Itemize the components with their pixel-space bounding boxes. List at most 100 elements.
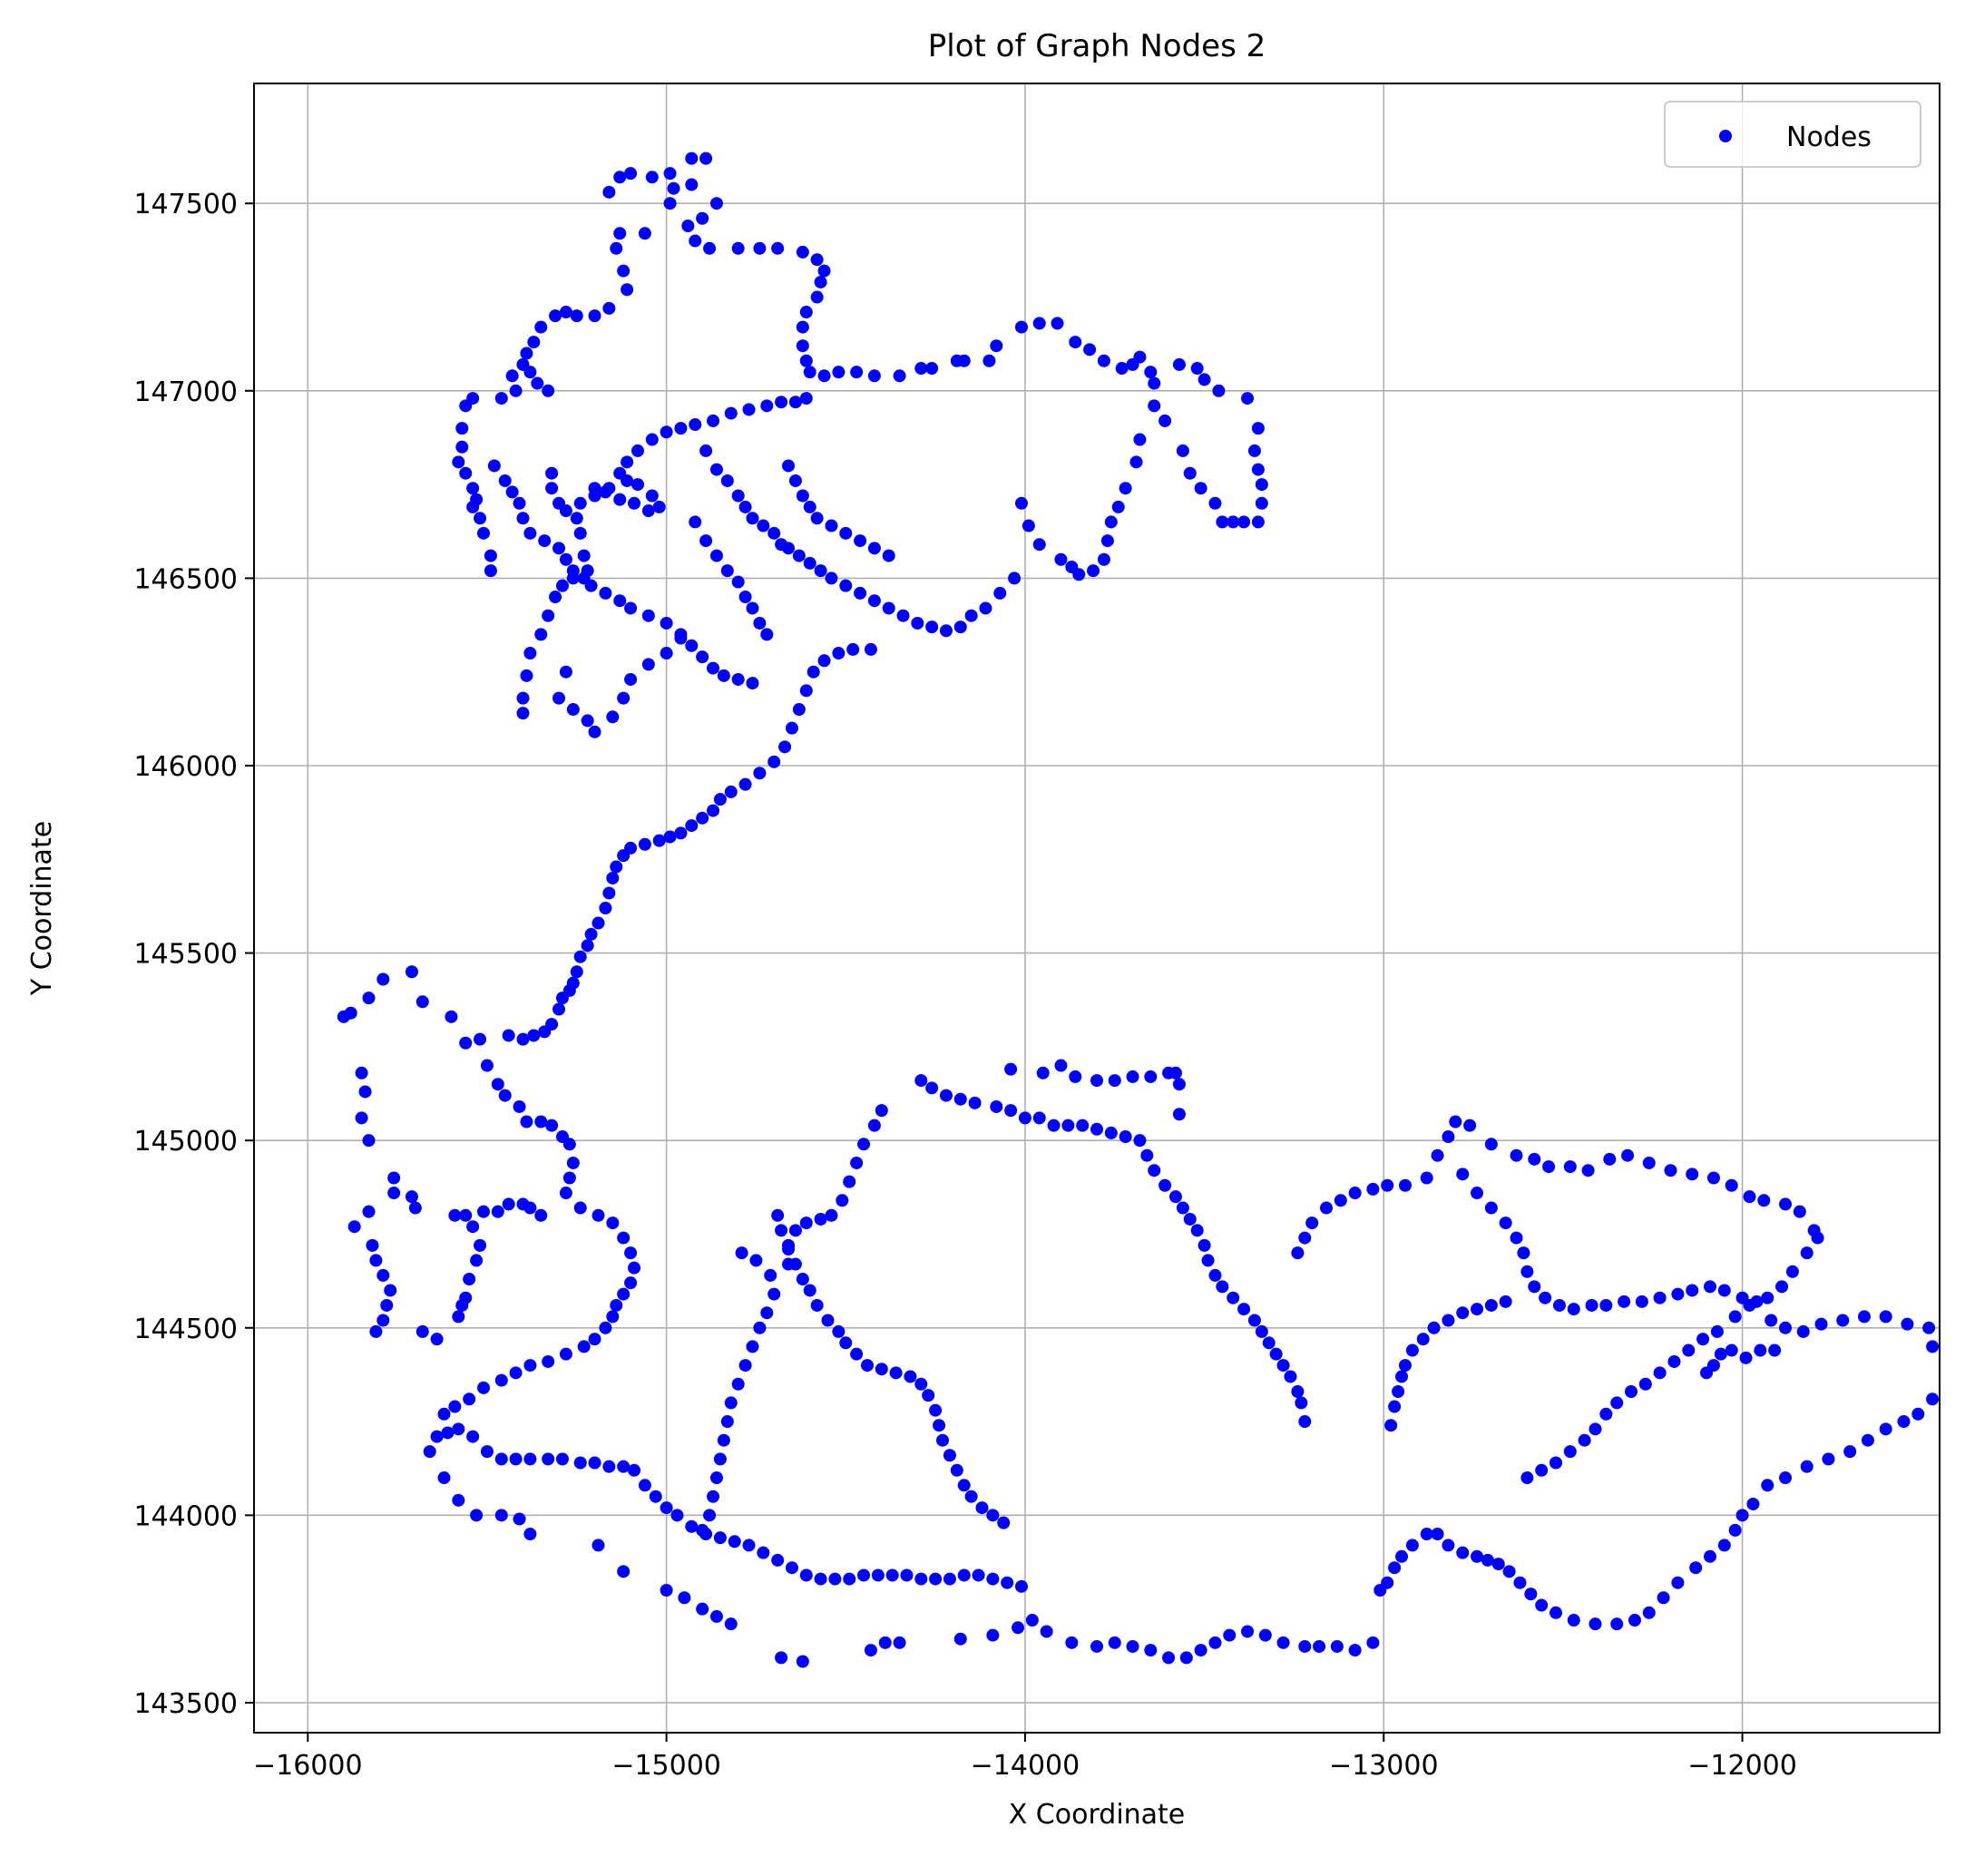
- data-point: [466, 1220, 480, 1234]
- data-point: [678, 1591, 691, 1605]
- data-point: [839, 1336, 853, 1350]
- data-point: [699, 534, 713, 548]
- data-point: [645, 489, 659, 503]
- data-point: [470, 1254, 484, 1267]
- data-point: [882, 549, 895, 562]
- data-point: [542, 609, 555, 622]
- data-point: [437, 1407, 451, 1421]
- data-point: [1513, 1576, 1527, 1589]
- data-point: [1735, 1509, 1749, 1522]
- data-point: [1083, 343, 1097, 357]
- data-point: [538, 1025, 552, 1039]
- data-point: [742, 1539, 756, 1552]
- data-point: [796, 320, 809, 334]
- data-point: [613, 594, 627, 608]
- data-point: [628, 1463, 641, 1477]
- data-point: [466, 500, 480, 513]
- data-point: [355, 1111, 368, 1125]
- data-point: [929, 1403, 943, 1417]
- data-point: [1484, 1138, 1498, 1151]
- data-point: [1108, 1074, 1121, 1088]
- data-point: [1190, 1224, 1204, 1237]
- data-point: [474, 1238, 487, 1252]
- data-point: [1198, 373, 1211, 386]
- data-point: [731, 672, 745, 686]
- data-point: [782, 1242, 796, 1256]
- data-point: [570, 965, 583, 979]
- data-point: [1126, 1639, 1139, 1653]
- data-point: [990, 1099, 1003, 1113]
- data-point: [1090, 1074, 1103, 1088]
- data-point: [1144, 1644, 1158, 1657]
- data-point: [1291, 1246, 1305, 1260]
- data-point: [534, 1208, 548, 1222]
- data-point: [1599, 1407, 1613, 1421]
- data-point: [1911, 1407, 1925, 1421]
- data-point: [559, 1187, 572, 1200]
- data-point: [1183, 466, 1197, 480]
- data-point: [617, 849, 631, 863]
- data-point: [864, 1644, 877, 1657]
- data-point: [986, 1572, 1000, 1586]
- y-tick-label: 145000: [133, 1126, 238, 1158]
- data-point: [925, 1081, 939, 1095]
- data-point: [731, 241, 745, 255]
- data-point: [1442, 1539, 1455, 1552]
- data-point: [685, 151, 699, 165]
- data-point: [570, 309, 583, 323]
- data-point: [1589, 1422, 1602, 1436]
- data-point: [746, 601, 759, 615]
- data-point: [803, 556, 816, 570]
- data-point: [775, 1651, 788, 1665]
- data-point: [1499, 1295, 1512, 1308]
- data-point: [731, 1377, 745, 1391]
- data-point: [415, 995, 429, 1009]
- data-point: [1054, 552, 1068, 566]
- data-point: [1168, 1190, 1182, 1204]
- data-point: [1262, 1336, 1276, 1350]
- data-point: [1032, 538, 1046, 552]
- data-point: [1420, 1171, 1433, 1185]
- data-point: [832, 1324, 846, 1338]
- data-point: [628, 1261, 641, 1275]
- data-point: [437, 1471, 451, 1485]
- data-point: [904, 1370, 917, 1383]
- data-point: [674, 422, 688, 435]
- data-point: [588, 482, 601, 495]
- data-point: [1861, 1433, 1874, 1447]
- data-point: [588, 309, 601, 323]
- data-point: [1510, 1148, 1523, 1162]
- data-point: [652, 834, 666, 847]
- data-point: [1427, 1321, 1441, 1334]
- data-point: [1581, 1164, 1595, 1177]
- data-point: [1610, 1617, 1624, 1631]
- data-point: [1696, 1333, 1710, 1346]
- plot-area: [253, 83, 1941, 1734]
- data-point: [384, 1284, 397, 1297]
- data-point: [606, 1216, 620, 1230]
- data-point: [509, 384, 523, 397]
- data-point: [1657, 1591, 1670, 1605]
- data-point: [867, 1119, 881, 1132]
- data-point: [1542, 1160, 1556, 1174]
- data-point: [854, 586, 867, 600]
- data-point: [1420, 1528, 1433, 1541]
- data-point: [696, 211, 709, 225]
- data-point: [491, 1205, 504, 1218]
- data-point: [760, 1306, 774, 1320]
- data-point: [1054, 1059, 1068, 1072]
- data-point: [957, 1479, 971, 1492]
- data-point: [1313, 1639, 1326, 1653]
- plot-frame: [253, 83, 1941, 1734]
- data-point: [728, 1535, 741, 1549]
- data-point: [459, 1291, 473, 1304]
- data-point: [1836, 1314, 1850, 1327]
- data-point: [1014, 320, 1028, 334]
- data-point: [1090, 1122, 1103, 1136]
- data-point: [538, 534, 552, 548]
- data-point: [982, 354, 996, 367]
- data-point: [799, 354, 813, 367]
- data-point: [810, 290, 824, 304]
- data-point: [663, 167, 677, 181]
